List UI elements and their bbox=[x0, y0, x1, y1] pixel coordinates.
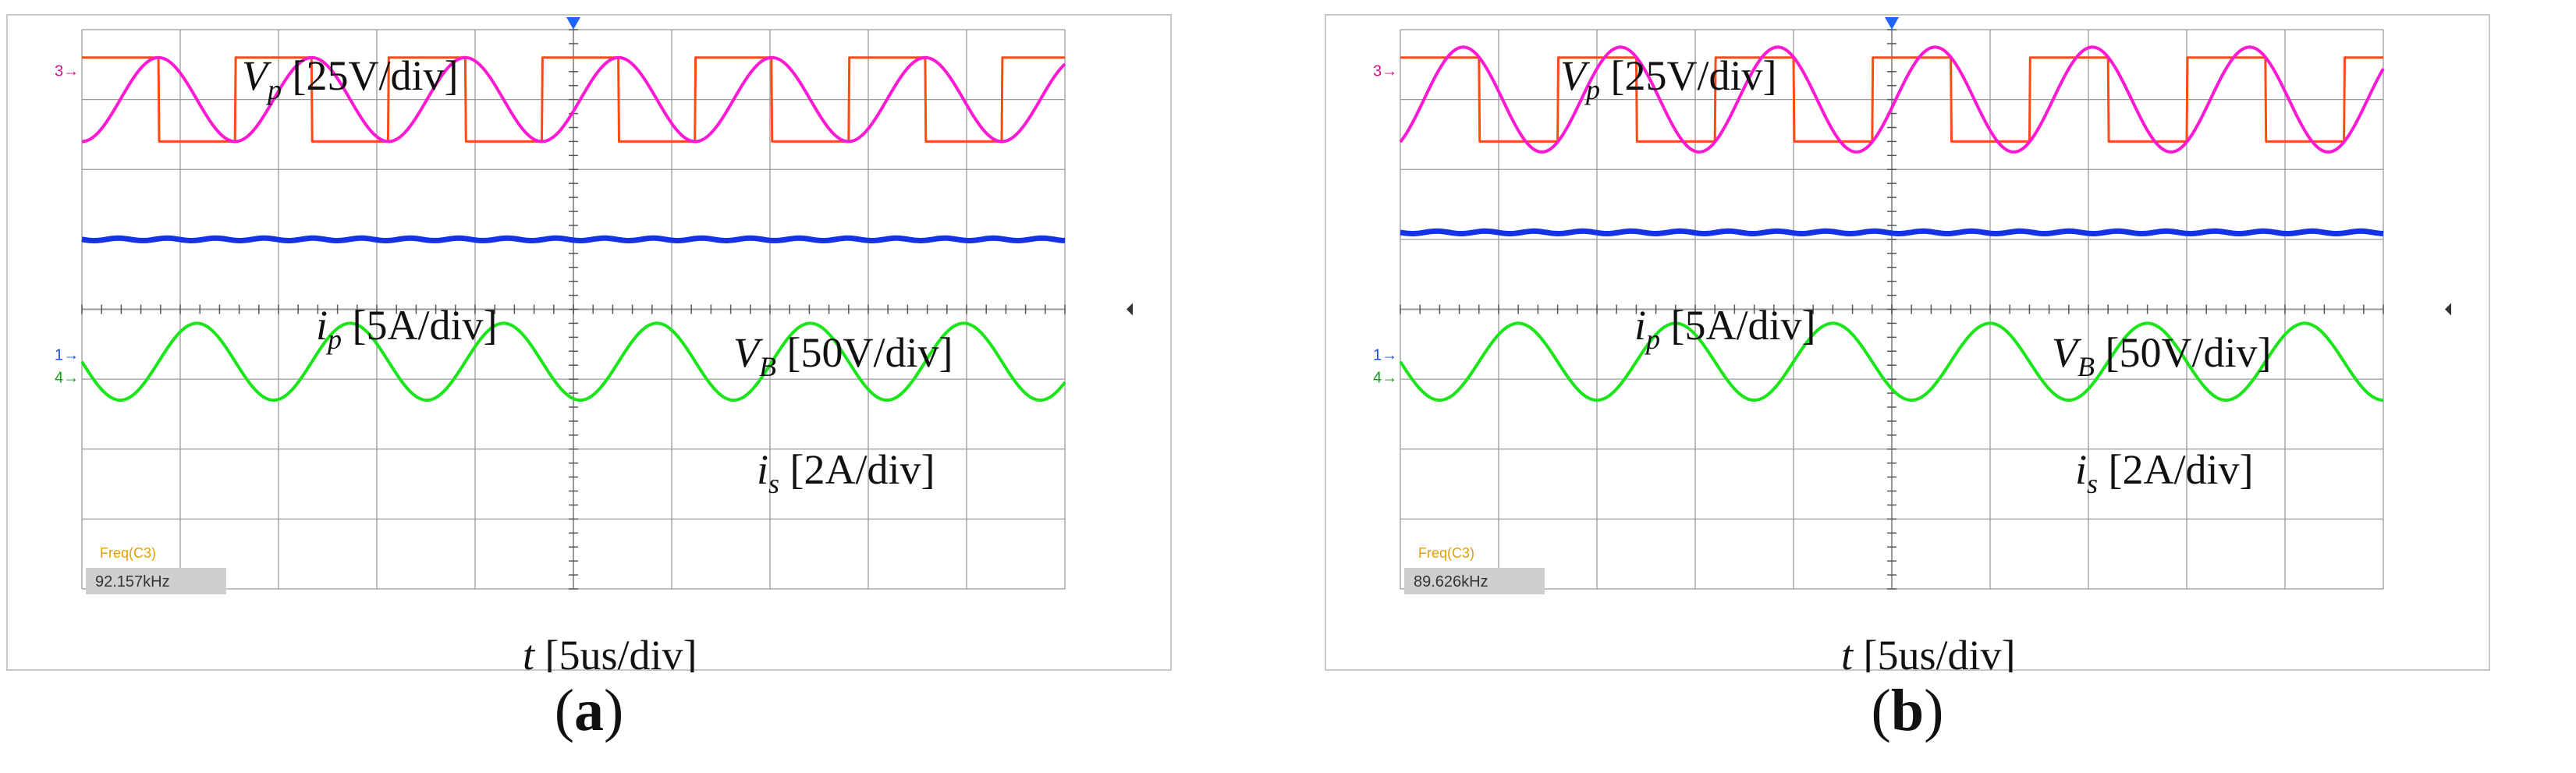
waveform-Vp bbox=[1400, 56, 2384, 143]
channel-marker-3: 3→ bbox=[55, 63, 79, 80]
annotation-t: t [5us/div] bbox=[1841, 632, 2016, 672]
scope-screen-a: 3→ 1→ 4→ Freq(C3) 92.157kHz Vp [25V/div] ip [5… bbox=[55, 17, 1133, 672]
trigger-marker bbox=[566, 17, 580, 30]
annotation-ip: ip [5A/div] bbox=[1634, 302, 1815, 355]
annotation-is: is [2A/div] bbox=[757, 446, 935, 499]
oscilloscope-panel-b: 3→ 1→ 4→ Freq(C3) 89.626kHz Vp [25V/div] ip [5… bbox=[1325, 14, 2490, 672]
waveform-is bbox=[1399, 321, 2385, 402]
channel-marker-4: 4→ bbox=[1373, 370, 1397, 387]
annotation-t: t [5us/div] bbox=[523, 632, 697, 672]
grid bbox=[1400, 29, 2384, 590]
annotation-vp: Vp [25V/div] bbox=[242, 52, 458, 105]
right-arrow-icon bbox=[2445, 303, 2451, 316]
channel-marker-1: 1→ bbox=[55, 346, 79, 363]
freq-value: 92.157kHz bbox=[95, 573, 170, 590]
grid bbox=[81, 29, 1066, 590]
waveform-is bbox=[80, 321, 1066, 402]
oscilloscope-panel-a: 3→ 1→ 4→ Freq(C3) 92.157kHz Vp [25V/div] ip [5… bbox=[6, 14, 1172, 672]
channel-marker-3: 3→ bbox=[1373, 63, 1397, 80]
freq-label: Freq(C3) bbox=[1418, 545, 1474, 561]
freq-value-box bbox=[1404, 568, 1545, 594]
waveform-ip bbox=[80, 55, 1066, 144]
annotation-vb: VB [50V/div] bbox=[2052, 329, 2271, 382]
trigger-marker bbox=[1885, 17, 1899, 30]
scope-screen-b: 3→ 1→ 4→ Freq(C3) 89.626kHz Vp [25V/div] ip [5… bbox=[1373, 17, 2451, 672]
panel-label-a: (a) bbox=[554, 678, 624, 743]
freq-label: Freq(C3) bbox=[100, 545, 156, 561]
freq-value-box bbox=[86, 568, 226, 594]
annotation-is: is [2A/div] bbox=[2075, 446, 2254, 499]
annotation-ip: ip [5A/div] bbox=[316, 302, 497, 355]
waveform-ip bbox=[1399, 45, 2385, 154]
annotation-vp: Vp [25V/div] bbox=[1560, 52, 1776, 105]
panel-label-b: (b) bbox=[1871, 678, 1944, 743]
right-arrow-icon bbox=[1127, 303, 1133, 316]
channel-marker-1: 1→ bbox=[1373, 346, 1397, 363]
waveform-Vp bbox=[81, 56, 1066, 143]
freq-value: 89.626kHz bbox=[1414, 573, 1488, 590]
waveform-VB bbox=[1400, 228, 2384, 237]
channel-marker-4: 4→ bbox=[55, 370, 79, 387]
annotation-vb: VB [50V/div] bbox=[733, 329, 953, 382]
waveform-VB bbox=[81, 235, 1066, 244]
